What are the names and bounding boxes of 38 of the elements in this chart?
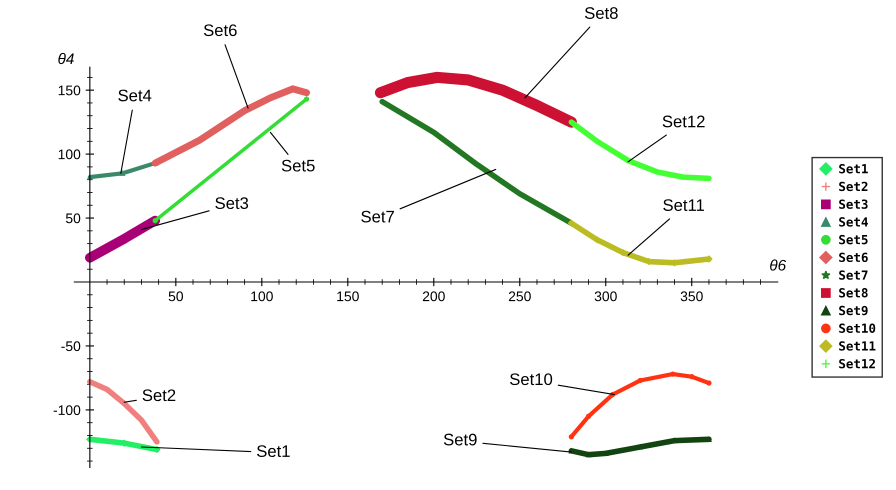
annotation: Set3 — [215, 197, 248, 210]
legend-label: Set10 — [839, 323, 876, 333]
y-tick-label: -50 — [61, 341, 80, 352]
y-tick-label: 100 — [58, 149, 80, 160]
x-tick-label: 150 — [337, 291, 359, 302]
annotation: Set1 — [256, 445, 290, 458]
legend-label: Set3 — [839, 199, 868, 209]
y-tick-label: -100 — [54, 405, 80, 416]
annotation: Set10 — [510, 373, 552, 386]
legend-label: Set2 — [839, 182, 868, 192]
x-axis-title: θ6 — [770, 259, 786, 271]
annotation: Set4 — [118, 90, 152, 102]
annotation: Set9 — [444, 434, 477, 446]
annotation: Set7 — [361, 210, 394, 223]
annotation: Set5 — [282, 160, 315, 172]
annotation: Set6 — [204, 24, 237, 36]
legend-label: Set8 — [839, 288, 868, 298]
x-tick-label: 350 — [680, 291, 703, 302]
annotation: Set2 — [142, 389, 176, 402]
x-tick-label: 300 — [594, 291, 617, 302]
legend-label: Set12 — [839, 358, 875, 368]
y-tick-label: 50 — [66, 213, 80, 224]
annotation: Set11 — [663, 199, 704, 212]
legend-label: Set5 — [839, 234, 868, 244]
legend-label: Set7 — [839, 270, 868, 280]
x-tick-label: 50 — [168, 291, 184, 302]
x-tick-label: 200 — [422, 291, 445, 302]
legend-label: Set1 — [839, 164, 868, 174]
y-axis-title: θ4 — [58, 52, 74, 64]
annotation: Set12 — [662, 116, 705, 128]
annotation: Set8 — [584, 7, 618, 19]
legend-label: Set11 — [839, 341, 876, 351]
x-tick-label: 250 — [508, 291, 531, 302]
legend-label: Set9 — [839, 306, 868, 316]
y-tick-label: 150 — [58, 85, 80, 96]
x-tick-label: 100 — [251, 291, 273, 302]
legend-label: Set4 — [839, 217, 868, 227]
legend-label: Set6 — [839, 252, 868, 262]
